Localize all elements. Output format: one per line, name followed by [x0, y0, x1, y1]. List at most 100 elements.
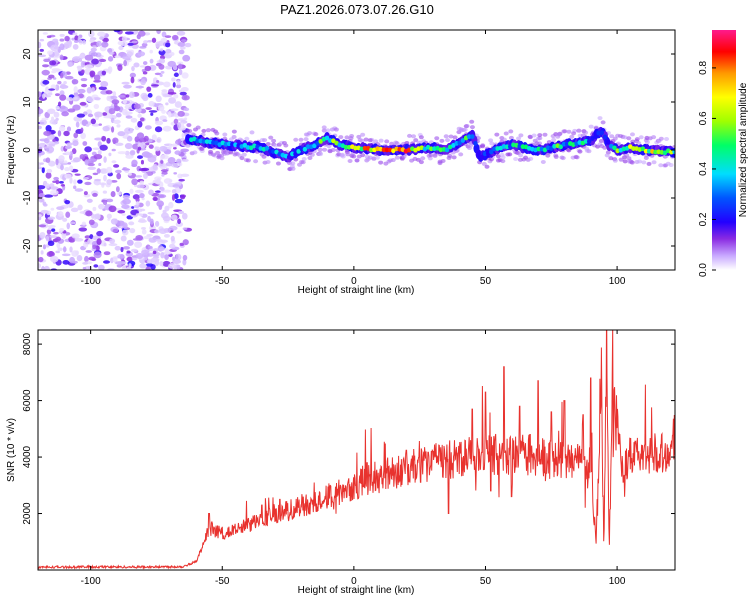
- snr-y-tick-label: 2000: [22, 502, 33, 525]
- spectrogram-cell: [457, 140, 462, 146]
- spectrogram-cell: [55, 179, 60, 185]
- spectrogram-cell: [558, 144, 563, 150]
- snr-y-tick-label: 6000: [22, 389, 33, 412]
- spectrogram-cell: [59, 33, 65, 37]
- spectrogram-cell: [542, 132, 548, 137]
- spectrogram-cell: [55, 93, 60, 97]
- spectrogram-cell: [82, 141, 88, 146]
- spectrogram-cell: [488, 138, 494, 143]
- spectrogram-cell: [63, 130, 70, 137]
- spectrogram-cell: [71, 233, 80, 239]
- spectrogram-cell: [63, 81, 67, 85]
- spectrogram-cell: [65, 151, 71, 156]
- spectrogram-cell: [121, 212, 126, 216]
- spectrogram-cell: [406, 133, 412, 138]
- spectrogram-cell: [180, 87, 189, 92]
- spectrogram-cell: [542, 147, 548, 153]
- spectrogram-cell: [429, 146, 434, 152]
- spectrogram-cell: [47, 225, 56, 228]
- spectrogram-cell: [148, 138, 153, 143]
- spectrogram-cell: [57, 80, 62, 85]
- spectrogram-cell: [305, 144, 311, 150]
- spectrogram-cell: [154, 190, 162, 193]
- spectrogram-cell: [38, 192, 45, 198]
- spectrogram-cell: [129, 150, 136, 156]
- spectrogram-cell: [531, 133, 537, 138]
- spectrogram-cell: [40, 209, 49, 214]
- spectrogram-cell: [115, 261, 124, 265]
- spectrogram-cell: [569, 134, 575, 139]
- spectrogram-cell: [155, 95, 162, 103]
- spectrogram-cell: [638, 135, 644, 140]
- spectrogram-cell: [504, 144, 510, 150]
- spectrogram-cell: [249, 130, 255, 135]
- spectrogram-cell: [84, 64, 94, 69]
- spectrogram-cell: [307, 131, 313, 136]
- spectrogram-cell: [45, 235, 50, 242]
- spectrogram-cell: [553, 154, 559, 159]
- spectrogram-cell: [156, 30, 161, 35]
- spectrogram-cell: [131, 159, 138, 167]
- spectrogram-cell: [111, 99, 120, 105]
- spectrogram-cell: [321, 128, 327, 133]
- spectrogram-cell: [42, 80, 50, 85]
- spectrogram-cell: [40, 267, 47, 270]
- spectrogram-cell: [144, 65, 152, 72]
- spectrogram-cell: [148, 110, 158, 113]
- spectrogram-cell: [81, 221, 86, 226]
- spectrogram-cell: [49, 183, 55, 188]
- spectrogram-cell: [626, 156, 632, 161]
- spectrogram-cell: [38, 108, 44, 115]
- spectrogram-cell: [143, 172, 148, 180]
- spectrogram-cell: [47, 240, 55, 247]
- spectrogram-cell: [177, 160, 182, 164]
- spectrogram-cell: [98, 203, 105, 210]
- spectrogram-cell: [125, 154, 134, 159]
- spectrogram-cell: [111, 160, 117, 164]
- spectrogram-cell: [124, 31, 134, 35]
- spectrogram-cell: [116, 264, 123, 268]
- spectrogram-cell: [123, 59, 128, 67]
- spectrogram-cell: [521, 157, 527, 162]
- spectrogram-cell: [219, 156, 225, 161]
- spectrogram-cell: [208, 149, 214, 154]
- spectrogram-cell: [162, 93, 169, 98]
- spectrogram-cell: [596, 130, 601, 136]
- spectrogram-cell: [177, 122, 182, 129]
- spectrogram-cell: [78, 227, 88, 232]
- spectrogram-cell: [180, 148, 190, 153]
- spectrogram-cell: [148, 100, 155, 107]
- spectrogram-cell: [48, 160, 56, 167]
- spectrogram-cell: [381, 147, 387, 153]
- spectrogram-cell: [204, 139, 210, 144]
- spectrogram-cell: [178, 178, 185, 182]
- spectrogram-cell: [116, 172, 122, 180]
- spectrogram-cell: [49, 235, 58, 239]
- spectrogram-cell: [343, 144, 349, 150]
- spectrogram-x-tick-label: -50: [215, 276, 230, 287]
- spectrogram-cell: [195, 125, 201, 130]
- spectrogram-x-tick-label: 0: [351, 276, 357, 287]
- spectrogram-cell: [83, 241, 89, 248]
- spectrogram-cell: [61, 111, 69, 117]
- spectrogram-cell: [131, 65, 135, 72]
- spectrogram-cell: [96, 40, 102, 47]
- spectrogram-cell: [303, 137, 309, 142]
- spectrogram-cell: [527, 135, 533, 140]
- spectrogram-cell: [121, 229, 129, 236]
- spectrogram-cell: [86, 87, 92, 94]
- spectrogram-cell: [640, 146, 646, 152]
- colorbar-tick-label: 0.0: [698, 263, 709, 277]
- spectrogram-cell: [171, 194, 176, 201]
- spectrogram-cell: [201, 128, 207, 133]
- colorbar-label: Normalized spectral amplitude: [738, 82, 749, 217]
- spectrogram-cell: [105, 90, 113, 95]
- spectrogram-cell: [651, 135, 657, 140]
- spectrogram-cell: [165, 48, 172, 54]
- spectrogram-cell: [68, 165, 74, 172]
- spectrogram-cell: [159, 239, 168, 243]
- spectrogram-cell: [127, 172, 132, 176]
- spectrogram-cell: [175, 221, 184, 227]
- spectrogram-cell: [155, 41, 161, 48]
- spectrogram-cell: [131, 206, 135, 209]
